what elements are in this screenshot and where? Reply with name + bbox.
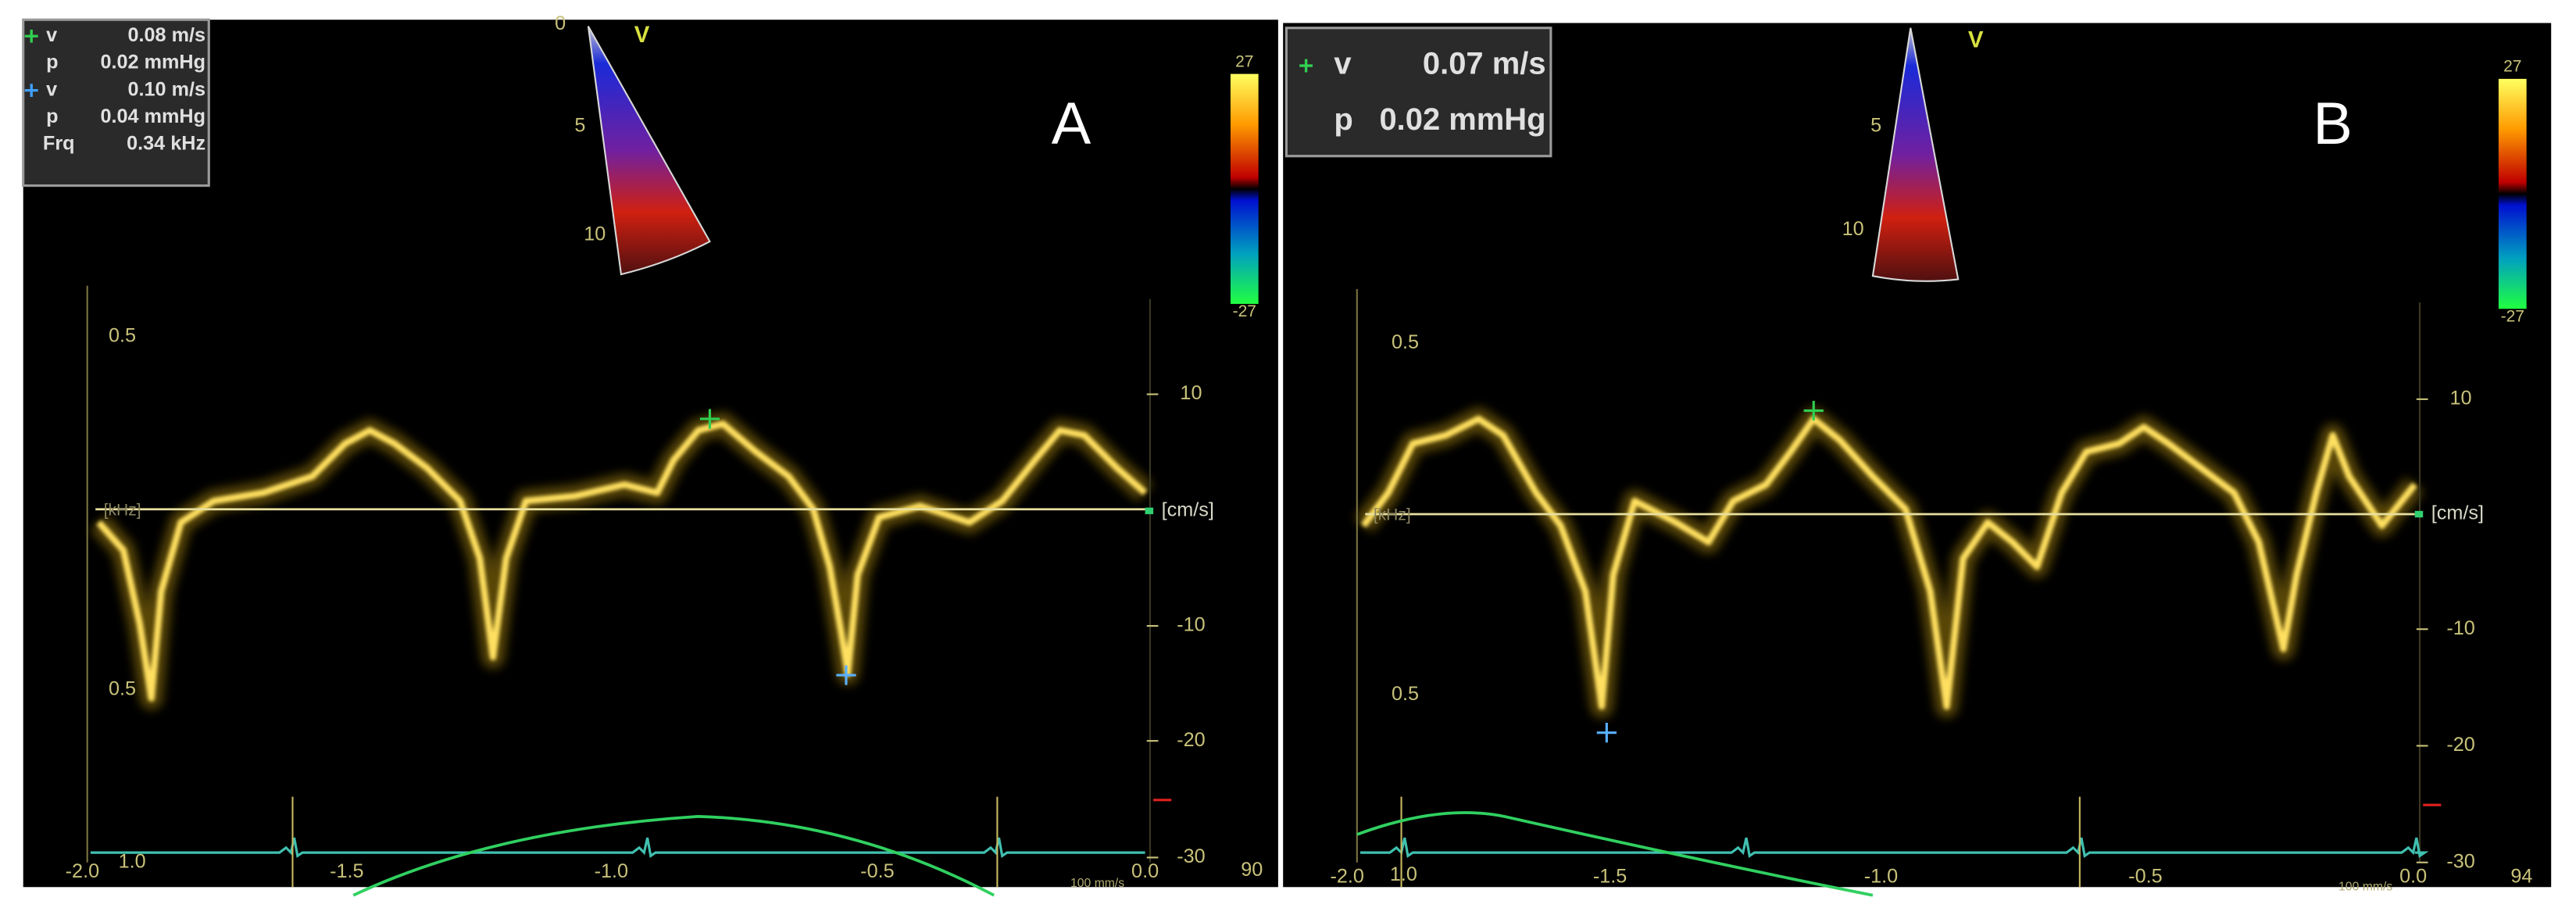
left-tick-label: 0.5	[1392, 331, 1419, 353]
time-tick-label: -2.0	[1330, 865, 1363, 887]
doppler-spectrum	[1360, 415, 2417, 710]
color-bar-min: -27	[1233, 302, 1256, 320]
velocity-tick-label: 10	[2450, 388, 2472, 409]
ecg-trace	[90, 837, 1145, 858]
readout-icon	[24, 84, 38, 98]
color-bar-max: 27	[2503, 58, 2521, 76]
panel: [kHz] 0.5 0.5 1.0 10 -10 -20 -30 [cm/s] -2.0 -1.5 -…	[1283, 23, 2552, 897]
readout-value: 0.02 mmHg	[1379, 102, 1545, 137]
color-bar-min: -27	[2501, 307, 2524, 325]
baseline-marker	[1145, 507, 1154, 515]
depth-label: 5	[574, 115, 585, 137]
readout-value: 0.04 mmHg	[100, 105, 205, 127]
velocity-tick-label: -30	[1177, 845, 1205, 867]
velocity-tick-label: 10	[1180, 382, 1202, 404]
readout-icon	[1299, 59, 1313, 73]
left-tick-label: 1.0	[1390, 863, 1417, 885]
left-tick-label: 1.0	[119, 850, 146, 872]
color-bar	[2498, 78, 2527, 309]
respiration-trace	[1356, 811, 1874, 897]
readout-box	[22, 18, 210, 188]
readout-icon	[24, 29, 38, 43]
left-tick-label: 0.5	[109, 325, 136, 347]
readout-box	[1284, 27, 1552, 158]
time-tick-label: -2.0	[66, 860, 99, 882]
time-tick-label: -1.5	[330, 860, 363, 882]
readout-name: Frq	[43, 133, 75, 155]
heart-rate: 94	[2510, 865, 2532, 887]
caliper-cross	[1596, 723, 1617, 743]
depth-label: 10	[1842, 218, 1864, 240]
velocity-tick-label: -10	[1177, 614, 1205, 636]
time-tick-label: -1.0	[595, 860, 628, 882]
ecg-trace	[1360, 837, 2429, 858]
depth-label: 10	[584, 223, 606, 245]
readout-value: 0.34 kHz	[127, 133, 205, 155]
baseline-marker	[2414, 510, 2424, 518]
velocity-unit: [cm/s]	[1162, 499, 1214, 520]
panel-label: A	[1052, 91, 1091, 157]
velocity-tick-label: -20	[1177, 729, 1205, 751]
velocity-tick-label: -30	[2446, 850, 2474, 872]
left-tick-label: 0.5	[1392, 683, 1419, 705]
readout-value: 0.10 m/s	[128, 78, 206, 100]
time-tick-label: 0.0	[1131, 860, 1159, 882]
readout-value: 0.02 mmHg	[100, 52, 205, 73]
color-bar	[1230, 73, 1259, 304]
time-tick-label: -0.5	[860, 860, 894, 882]
sector-image	[1871, 27, 1960, 282]
readout-name: p	[1334, 102, 1352, 137]
caliper-cross	[1803, 400, 1824, 421]
baseline-label: [kHz]	[104, 501, 141, 519]
beam-label: V	[634, 22, 650, 48]
readout-value: 0.08 m/s	[128, 24, 206, 46]
readout-name: v	[46, 78, 57, 100]
caliper-cross	[699, 409, 720, 429]
respiration-trace	[352, 814, 995, 897]
color-bar-max: 27	[1235, 52, 1253, 70]
velocity-unit: [cm/s]	[2431, 502, 2484, 524]
caliper-cross	[836, 665, 856, 685]
left-tick-label: 0.5	[109, 678, 136, 700]
time-tick-label: 0.0	[2399, 865, 2427, 887]
doppler-spectrum	[96, 420, 1148, 702]
time-tick-label: -1.0	[1864, 865, 1898, 887]
time-tick-label: -1.5	[1593, 865, 1627, 887]
time-tick-label: -0.5	[2128, 865, 2162, 887]
readout-name: p	[46, 52, 58, 73]
readout-name: v	[1334, 47, 1352, 81]
readout-name: p	[46, 105, 58, 127]
readout-name: v	[46, 24, 57, 46]
sweep-speed: 100 mm/s	[1070, 877, 1124, 890]
depth-label: 0	[555, 13, 566, 34]
panel-label: B	[2313, 91, 2352, 157]
sector-image	[587, 26, 711, 276]
depth-label: 5	[1870, 115, 1881, 137]
heart-rate: 90	[1241, 859, 1263, 881]
velocity-tick-label: -10	[2446, 617, 2474, 639]
panel: [kHz] 0.5 0.5 1.0 10 -10 -20 -30 [cm/s] -2.0 -1.5 -…	[22, 13, 1278, 897]
baseline-label: [kHz]	[1374, 506, 1411, 524]
sweep-speed: 100 mm/s	[2338, 880, 2392, 893]
velocity-tick-label: -20	[2446, 734, 2474, 756]
readout-value: 0.07 m/s	[1423, 47, 1546, 81]
beam-label: V	[1968, 27, 1984, 52]
